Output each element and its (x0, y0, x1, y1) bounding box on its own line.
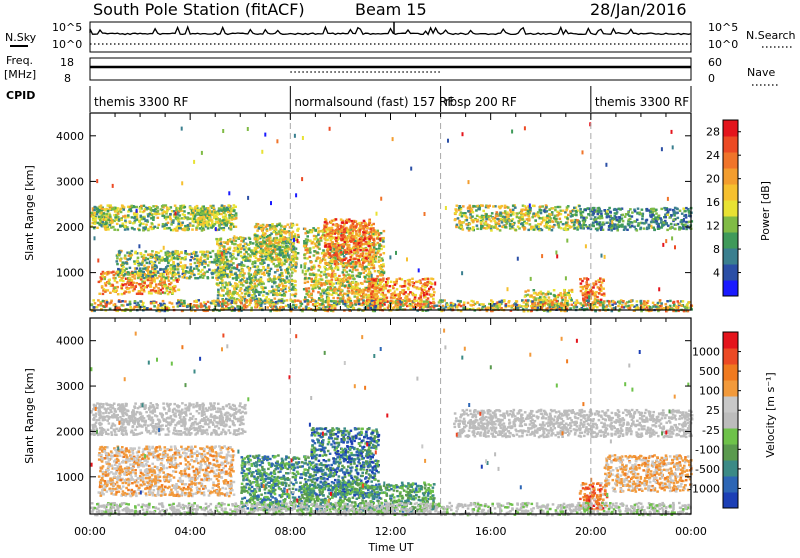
cpid-segments: themis 3300 RF normalsound (fast) 157 RFr… (94, 86, 689, 112)
x-tick-label: 16:00 (475, 525, 507, 538)
cpid-segment-label: normalsound (fast) 157 RF (294, 95, 454, 109)
nave-tick-high: 60 (708, 56, 722, 69)
date-label: 28/Jan/2016 (590, 0, 687, 19)
beam-label: Beam 15 (355, 0, 427, 19)
x-tick-label: 12:00 (375, 525, 407, 538)
colorbar-tick-label: 100 (699, 385, 720, 398)
y-tick-label: 4000 (56, 335, 84, 348)
nsearch-label: N.Search (746, 29, 796, 42)
colorbar-tick-label: 16 (706, 196, 720, 209)
x-tick-label: 00:00 (675, 525, 707, 538)
nsearch-tick-low: 10^0 (708, 38, 738, 51)
colorbar-tick-label: -25 (702, 424, 720, 437)
freq-tick-high: 18 (60, 56, 74, 69)
nsky-tick-high: 10^5 (52, 21, 82, 34)
y-tick-label: 2000 (56, 425, 84, 438)
time-axis-labels: 00:00 04:00 08:00 12:00 16:00 20:00 00:00 (74, 525, 707, 538)
cpid-segment-label: themis 3300 RF (94, 95, 188, 109)
cpid-label: CPID (6, 89, 35, 102)
cpid-segment-label: rbsp 200 RF (445, 95, 517, 109)
y-tick-label: 3000 (56, 380, 84, 393)
nave-tick-low: 0 (708, 72, 715, 85)
colorbar-tick-label: -500 (695, 463, 720, 476)
freq-trace (90, 67, 691, 72)
y-tick-label: 3000 (56, 175, 84, 188)
nsearch-tick-high: 10^5 (708, 21, 738, 34)
power-heatmap (90, 113, 693, 312)
colorbar-tick-label: 4 (713, 267, 720, 280)
colorbar-tick-label: 12 (706, 220, 720, 233)
velocity-colorbar: 1000 500 100 25 -25 -100 -500 -1000 (688, 332, 741, 509)
y-tick-label: 2000 (56, 221, 84, 234)
colorbar-tick-label: 500 (699, 365, 720, 378)
nave-label: Nave (747, 66, 775, 79)
x-axis-label: Time UT (367, 541, 413, 554)
velocity-colorbar-label: Velocity [m s⁻¹] (764, 372, 777, 457)
nsky-tick-low: 10^0 (52, 38, 82, 51)
freq-unit-label: [MHz] (4, 68, 36, 81)
colorbar-tick-label: 24 (706, 149, 720, 162)
y-tick-label: 1000 (56, 471, 84, 484)
colorbar-tick-label: 8 (713, 243, 720, 256)
x-tick-label: 20:00 (575, 525, 607, 538)
colorbar-tick-label: 20 (706, 173, 720, 186)
cpid-segment-label: themis 3300 RF (595, 95, 689, 109)
station-title: South Pole Station (fitACF) (93, 0, 305, 19)
colorbar-tick-label: 25 (706, 404, 720, 417)
freq-tick-low: 8 (64, 72, 71, 85)
colorbar-tick-label: -100 (695, 443, 720, 456)
y-tick-label: 1000 (56, 267, 84, 280)
y-tick-label: 4000 (56, 130, 84, 143)
power-panel: 1000 2000 3000 4000 Slant Range [km] 4 8 12 16… (23, 113, 772, 312)
power-colorbar: 4 8 12 16 20 24 28 (706, 120, 741, 297)
colorbar-tick-label: 1000 (692, 346, 720, 359)
cpid-row: CPID themis 3300 RF normalsound (fast) 15… (6, 86, 691, 112)
x-tick-label: 00:00 (74, 525, 106, 538)
velocity-ylabel: Slant Range [km] (23, 368, 36, 464)
x-tick-label: 04:00 (174, 525, 206, 538)
power-ylabel: Slant Range [km] (23, 165, 36, 261)
colorbar-tick-label: -1000 (688, 482, 720, 495)
nsky-label: N.Sky (5, 31, 37, 44)
freq-panel: Freq. [MHz] 18 8 Nave 60 0 (4, 54, 780, 85)
x-tick-label: 08:00 (274, 525, 306, 538)
noise-panel: N.Sky 10^5 10^0 N.Search 10^5 10^0 (5, 21, 796, 52)
velocity-panel: 1000 2000 3000 4000 Slant Range [km] 1000 50… (23, 318, 777, 516)
freq-label: Freq. (6, 54, 33, 67)
velocity-heatmap (90, 318, 694, 516)
colorbar-tick-label: 28 (706, 126, 720, 139)
nsky-trace (90, 22, 691, 44)
power-colorbar-label: Power [dB] (759, 181, 772, 241)
